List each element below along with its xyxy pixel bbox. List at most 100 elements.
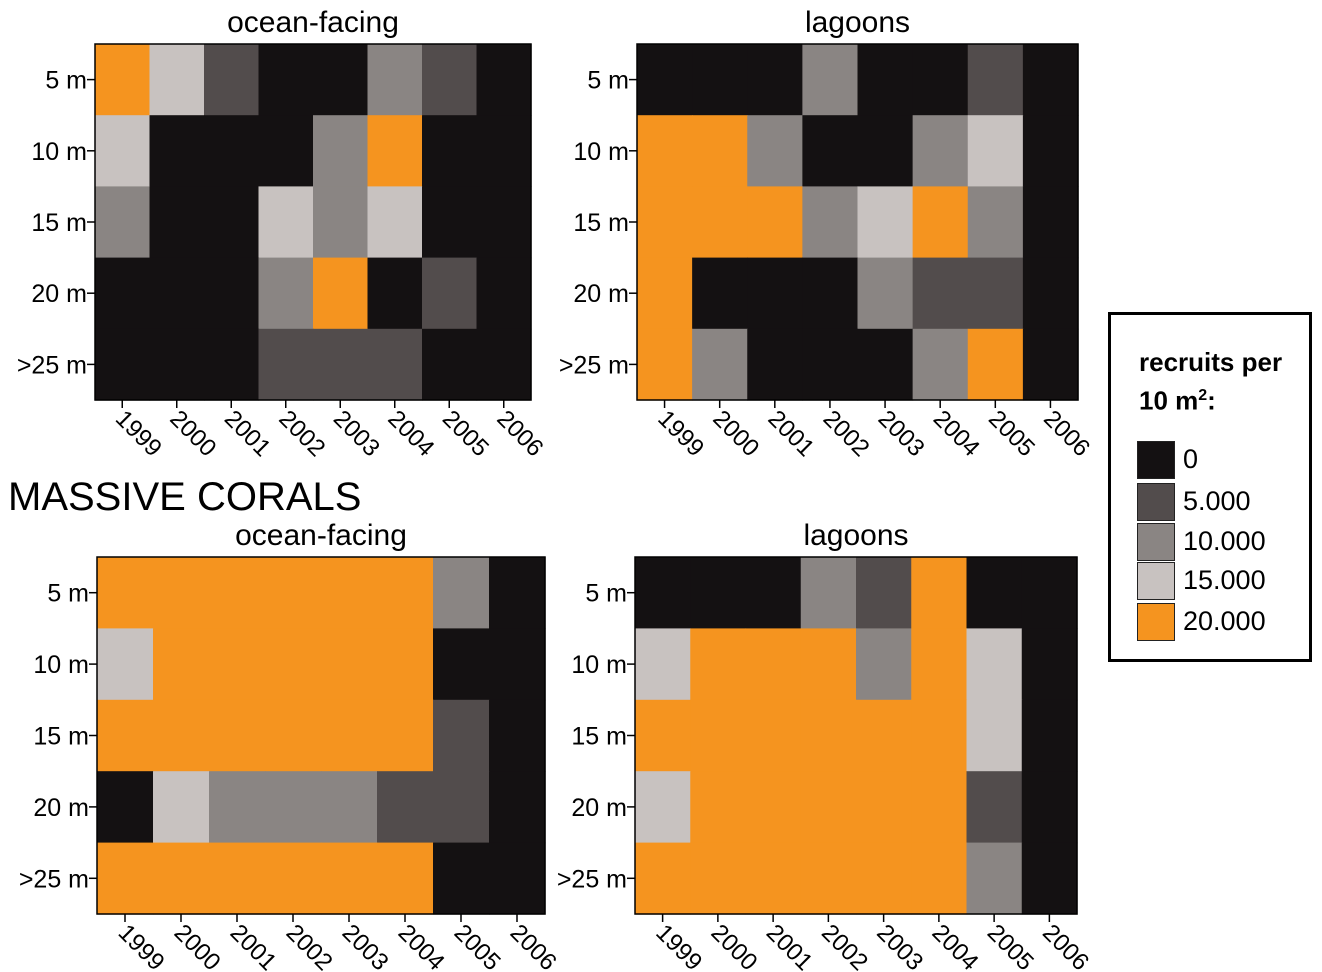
heatmap-cell-15m-2001 [204, 186, 260, 259]
heatmap-cell-20m-2005 [433, 771, 490, 844]
heatmap-cell-15m-2004 [912, 186, 969, 259]
heatmap-cell-5m-2002 [800, 557, 857, 629]
heatmap-cell-25m-2005 [422, 328, 478, 401]
heatmap-cell-5m-2006 [489, 557, 546, 629]
heatmap-cell-5m-2006 [1022, 44, 1079, 116]
x-tick-label: 1999 [113, 919, 170, 972]
heatmap-cell-10m-2001 [204, 115, 260, 187]
y-tick-label: 10 m [571, 651, 627, 679]
heatmap-cell-5m-2000 [690, 557, 747, 629]
heatmap-cell-15m-2006 [1022, 186, 1079, 259]
heatmap-cell-25m-2002 [800, 842, 857, 915]
heatmap-cell-25m-2001 [209, 842, 266, 915]
heatmap-cell-15m-2000 [690, 699, 747, 772]
heatmap-cell-10m-2002 [802, 115, 859, 187]
heatmap-panel-ocean-facing-top: ocean-facing 5 m 10 m 15 m 20 m >25 m 19992000… [17, 6, 549, 462]
heatmap-cell-20m-2004 [367, 257, 423, 330]
y-tick-label: 10 m [33, 651, 89, 679]
heatmap-cell-25m-2003 [321, 842, 378, 915]
legend: recruits per 10 m2: 0 5.000 10.000 15.00… [1108, 312, 1312, 662]
heatmap-cell-10m-2004 [911, 628, 968, 701]
heatmap-cell-10m-1999 [95, 115, 151, 187]
heatmap-cell-20m-2000 [153, 771, 210, 844]
heatmap-cell-20m-2001 [209, 771, 266, 844]
y-tick-label: 5 m [585, 580, 627, 608]
heatmap-cell-10m-1999 [637, 115, 693, 187]
heatmap-cell-20m-2006 [1021, 771, 1078, 844]
heatmap-cell-20m-2003 [856, 771, 912, 844]
heatmap-cell-20m-2004 [911, 771, 968, 844]
heatmap-cell-25m-1999 [635, 842, 691, 915]
legend-swatch-20000 [1137, 603, 1175, 641]
x-tick-label: 2001 [763, 405, 820, 462]
heatmap-cell-10m-2003 [857, 115, 914, 187]
heatmap-cell-20m-1999 [635, 771, 691, 844]
heatmap-cell-25m-2004 [912, 328, 969, 401]
heatmap-cell-10m-2005 [967, 115, 1024, 187]
legend-title: recruits per 10 m2: [1139, 345, 1282, 418]
panel-title: lagoons [803, 519, 908, 552]
heatmap-cell-25m-2002 [258, 328, 314, 401]
heatmap-cell-15m-2001 [747, 186, 803, 259]
heatmap-cell-5m-2000 [153, 557, 210, 629]
heatmap-cell-10m-2005 [966, 628, 1023, 701]
heatmap-cell-25m-2004 [911, 842, 968, 915]
x-tick-label: 2006 [1037, 919, 1094, 972]
heatmap-cell-10m-2004 [912, 115, 969, 187]
heatmap-cell-10m-2004 [367, 115, 423, 187]
heatmap-cell-5m-2006 [476, 44, 532, 116]
heatmap-cell-15m-1999 [635, 699, 691, 772]
heatmap-cell-10m-2006 [1022, 115, 1079, 187]
heatmap-cell-15m-2006 [489, 699, 546, 772]
x-tick-label: 2003 [328, 405, 385, 462]
heatmap-cell-15m-1999 [95, 186, 151, 259]
heatmap-cell-20m-1999 [637, 257, 693, 330]
legend-swatch-0 [1137, 441, 1175, 479]
heatmap-cell-5m-2004 [377, 557, 434, 629]
heatmap-cell-20m-2006 [489, 771, 546, 844]
heatmap-cell-20m-2002 [265, 771, 322, 844]
x-tick-label: 2005 [982, 919, 1039, 972]
x-tick-label: 2006 [505, 919, 562, 972]
heatmap-cell-15m-2005 [966, 699, 1023, 772]
x-tick-label: 2004 [928, 405, 985, 462]
y-tick-label: 5 m [587, 67, 629, 95]
heatmap-cell-20m-2003 [857, 257, 914, 330]
x-tick-label: 2001 [219, 405, 276, 462]
legend-label-20000: 20.000 [1183, 606, 1266, 636]
heatmap-cell-5m-2003 [857, 44, 914, 116]
heatmap-cell-10m-2006 [489, 628, 546, 701]
heatmap-cell-5m-2003 [321, 557, 378, 629]
heatmap-cell-5m-2005 [422, 44, 478, 116]
heatmap-cell-10m-2003 [313, 115, 369, 187]
heatmap-cell-25m-1999 [637, 328, 693, 401]
heatmap-cell-15m-2003 [321, 699, 378, 772]
panel-title: ocean-facing [227, 6, 399, 39]
legend-swatch-5000 [1137, 483, 1175, 521]
heatmap-cell-10m-2005 [433, 628, 490, 701]
x-tick-label: 2002 [818, 405, 875, 462]
heatmap-cell-10m-2003 [321, 628, 378, 701]
heatmap-cell-15m-2005 [433, 699, 490, 772]
x-tick-label: 2003 [337, 919, 394, 972]
heatmap-cell-25m-2000 [690, 842, 747, 915]
heatmap-cell-5m-2001 [745, 557, 802, 629]
heatmap-cell-5m-2002 [258, 44, 314, 116]
heatmap-cell-10m-2002 [800, 628, 857, 701]
y-tick-label: 15 m [573, 209, 629, 237]
heatmap-cell-5m-1999 [635, 557, 691, 629]
heatmap-cell-25m-2001 [745, 842, 802, 915]
x-tick-label: 2006 [492, 405, 549, 462]
x-tick-label: 2003 [871, 919, 928, 972]
heatmap-cell-25m-2004 [377, 842, 434, 915]
heatmap-cell-10m-1999 [635, 628, 691, 701]
heatmap-cell-5m-2004 [367, 44, 423, 116]
heatmap-cell-25m-2006 [1022, 328, 1079, 401]
y-tick-label: 15 m [571, 723, 627, 751]
panel-title: lagoons [805, 6, 910, 39]
x-tick-label: 2003 [873, 405, 930, 462]
heatmap-cell-15m-2002 [802, 186, 859, 259]
heatmap-cell-15m-2002 [258, 186, 314, 259]
heatmap-cell-10m-2002 [258, 115, 314, 187]
y-tick-label: 5 m [47, 580, 89, 608]
